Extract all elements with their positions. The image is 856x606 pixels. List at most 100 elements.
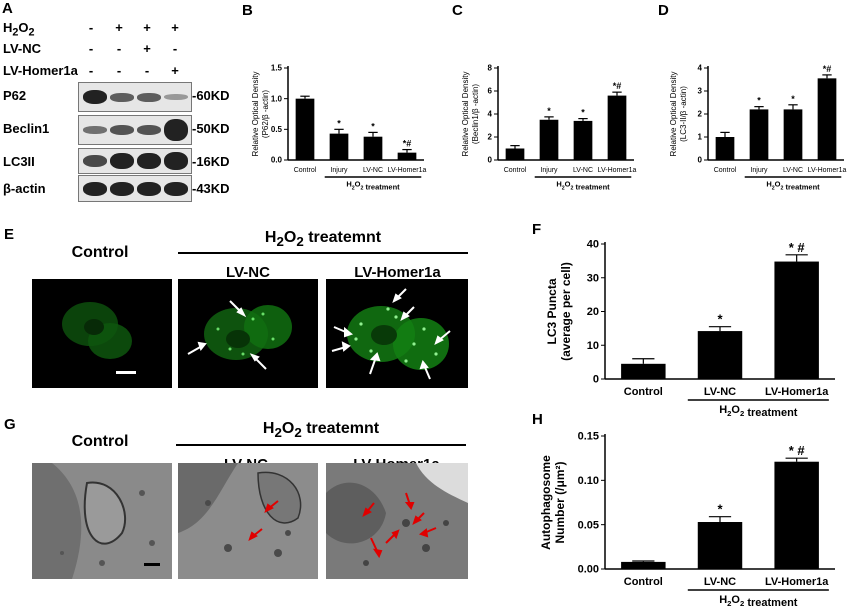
blot-kd-label: -43KD	[192, 181, 230, 196]
bar	[621, 561, 666, 569]
blot-label: Beclin1	[3, 121, 50, 136]
x-tick-label: LV-NC	[363, 167, 383, 174]
treatment-sign: +	[115, 20, 123, 35]
blot-band	[110, 125, 134, 135]
control-label-g: Control	[71, 433, 129, 450]
blot-band	[83, 126, 107, 134]
x-tick-label: Injury	[330, 167, 348, 174]
x-tick-label: Injury	[750, 167, 768, 174]
control-label-e: Control	[71, 244, 129, 261]
blot-band	[83, 90, 107, 104]
bar	[697, 522, 743, 569]
y-axis-label-line: (average per cell)	[559, 262, 573, 361]
y-tick-label: 4	[698, 64, 703, 73]
bar	[573, 120, 593, 160]
chart-f: F 0 10 20 30 40 LC3 Puncta (average per cell) Co…	[532, 221, 835, 416]
blot-band	[110, 153, 134, 169]
blot-band	[164, 152, 188, 170]
bar	[329, 133, 349, 160]
treatment-bracket-label: H2O2 treatment	[556, 180, 610, 192]
blot-label: P62	[3, 88, 27, 103]
treatment-bracket-label: H2O2 treatment	[766, 180, 820, 192]
y-tick-label: 6	[488, 87, 493, 96]
y-tick-label: 3	[698, 87, 703, 96]
y-tick-label: 0	[593, 374, 599, 386]
panel-label-a: A	[2, 0, 13, 17]
blot-band	[164, 94, 188, 100]
x-tick-label: Control	[294, 167, 317, 174]
y-tick-label: 1	[698, 133, 703, 142]
header-line-g	[176, 444, 466, 446]
y-axis-label-line: Number (/μm²)	[553, 461, 567, 543]
panel-label: B	[242, 2, 253, 19]
bar	[774, 461, 819, 569]
y-tick-label: 0.15	[578, 431, 599, 443]
x-tick-label: Control	[624, 386, 663, 398]
blot-band	[137, 153, 161, 169]
blot-band	[83, 181, 107, 196]
bar	[505, 148, 525, 160]
fluorescence-image-homer	[326, 279, 468, 388]
em-image-homer	[326, 463, 468, 579]
x-tick-label: Control	[624, 576, 663, 588]
chart-d: D 0 1 2 3 4 Relative Optical Density (LC3-II/β …	[658, 2, 847, 192]
treatment-sign: +	[171, 63, 179, 78]
treatment-sign: -	[88, 20, 94, 35]
y-tick-label: 20	[587, 306, 599, 318]
y-axis-label: Relative Optical Density (Beclin1/β -acti…	[461, 72, 480, 157]
blot-band	[137, 92, 161, 102]
y-tick-label: 0.5	[271, 125, 283, 134]
treatment-bracket-label: H2O2 treatment	[346, 180, 400, 192]
em-image-lvnc	[178, 463, 318, 579]
y-axis-label-line: Autophagosome	[539, 455, 553, 550]
treatment-sign: +	[171, 20, 179, 35]
significance-mark: *	[757, 96, 761, 106]
chart-c: C 0 2 4 6 8 Relative Optical Density (Beclin1/β…	[452, 2, 636, 192]
blot-band	[164, 119, 188, 141]
significance-mark: *	[791, 94, 795, 104]
blot-band	[137, 181, 161, 196]
x-tick-label: Control	[714, 167, 737, 174]
bar	[363, 136, 383, 160]
x-tick-label: Injury	[540, 167, 558, 174]
panel-label: D	[658, 2, 669, 19]
y-tick-label: 4	[488, 110, 493, 119]
x-tick-label: LV-Homer1a	[808, 167, 847, 174]
fluorescence-image-control	[32, 279, 172, 388]
x-tick-label: LV-NC	[573, 167, 593, 174]
significance-mark: *#	[823, 64, 832, 74]
significance-mark: * #	[789, 443, 806, 458]
significance-mark: *#	[613, 81, 622, 91]
bar	[697, 331, 743, 379]
significance-mark: *	[717, 502, 723, 517]
blot-kd-label: -16KD	[192, 154, 230, 169]
significance-mark: *	[547, 106, 551, 116]
y-tick-label: 0.10	[578, 475, 599, 487]
y-axis-label: Relative Optical Density (LC3-II/β -actin…	[669, 72, 688, 157]
blot-band	[137, 125, 161, 135]
bar	[539, 119, 559, 160]
bar	[397, 152, 417, 160]
panel-label: F	[532, 221, 541, 238]
blot-band	[164, 181, 188, 196]
treatment-sign: -	[172, 41, 178, 56]
treatment-bracket-label: H2O2 treatment	[719, 594, 798, 606]
x-tick-label: LV-Homer1a	[388, 167, 427, 174]
bar	[774, 261, 819, 379]
bar	[817, 78, 837, 160]
treatment-label: LV-NC	[3, 41, 42, 56]
y-axis-label: Autophagosome Number (/μm²)	[539, 455, 567, 550]
y-axis-label-line: Relative Optical Density	[251, 72, 260, 157]
bar	[749, 109, 769, 160]
y-tick-label: 0	[698, 156, 703, 165]
blot-kd-label: -50KD	[192, 121, 230, 136]
blot-strip	[78, 175, 192, 202]
y-tick-label: 0	[488, 156, 493, 165]
y-axis-label-line: (LC3-II/β -actin)	[679, 86, 688, 142]
y-tick-label: 8	[488, 64, 493, 73]
blot-strip	[78, 148, 192, 174]
bar	[607, 95, 627, 160]
h2o2-header-g: H2O2 treatemnt	[262, 420, 380, 441]
y-axis-label: LC3 Puncta (average per cell)	[545, 262, 573, 361]
